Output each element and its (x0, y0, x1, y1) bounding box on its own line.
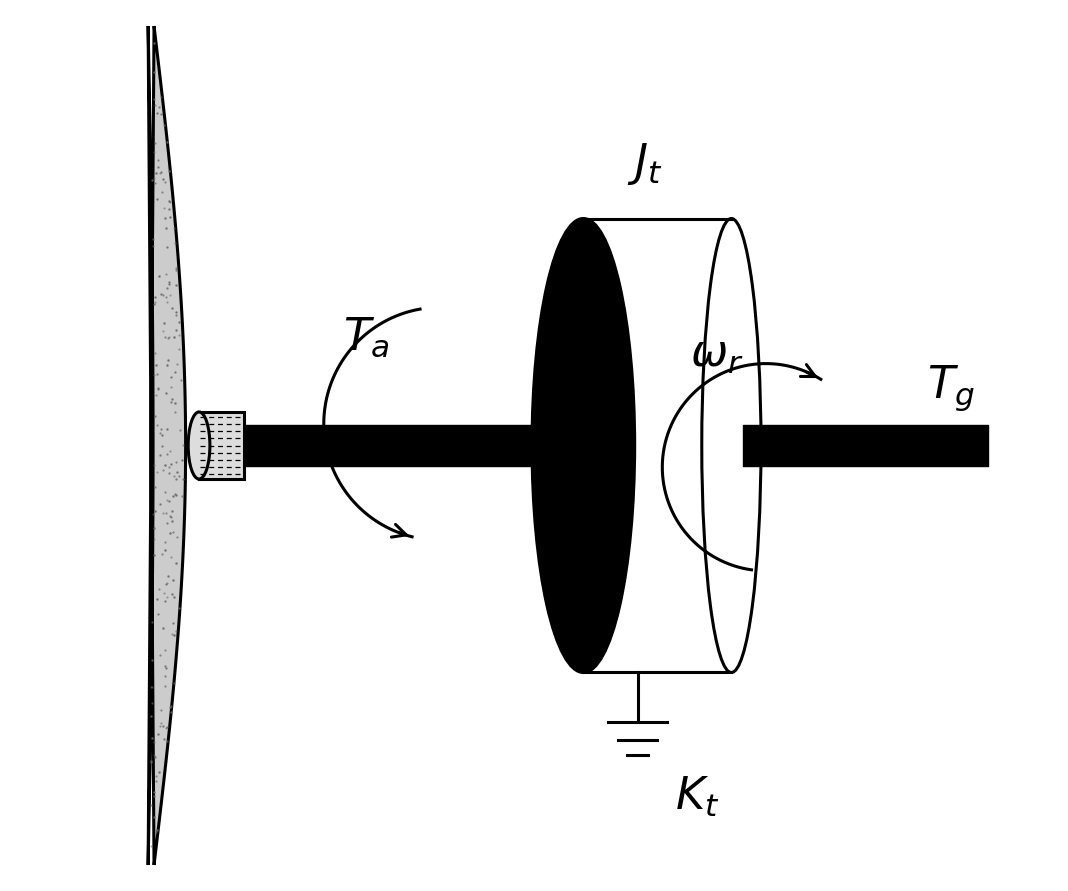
Ellipse shape (702, 218, 761, 673)
Polygon shape (148, 26, 186, 865)
Ellipse shape (532, 218, 634, 673)
Polygon shape (583, 218, 732, 673)
Text: $T_a$: $T_a$ (343, 315, 390, 359)
Text: $T_g$: $T_g$ (927, 364, 974, 413)
Text: $\omega_r$: $\omega_r$ (690, 333, 743, 376)
Text: $K_t$: $K_t$ (675, 775, 719, 819)
Text: $J_t$: $J_t$ (627, 142, 662, 187)
Ellipse shape (188, 412, 210, 479)
Bar (199, 412, 245, 479)
